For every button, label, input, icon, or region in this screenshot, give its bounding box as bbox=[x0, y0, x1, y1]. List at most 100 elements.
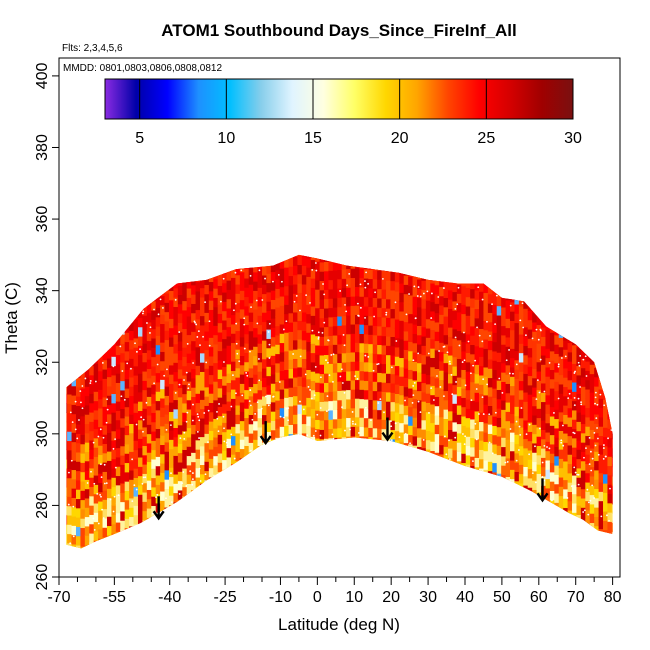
track-dot bbox=[112, 365, 115, 368]
heatmap-cell bbox=[89, 542, 101, 549]
track-dot bbox=[481, 340, 484, 343]
heatmap-cell bbox=[483, 273, 495, 284]
track-dot bbox=[351, 411, 354, 413]
track-dot bbox=[255, 299, 258, 302]
track-dot bbox=[149, 326, 152, 329]
track-dot bbox=[84, 377, 87, 380]
heatmap-cell bbox=[284, 434, 296, 445]
heatmap-cell bbox=[164, 506, 177, 517]
track-dot bbox=[408, 293, 410, 295]
track-dot bbox=[112, 510, 115, 513]
track-dot bbox=[153, 308, 155, 311]
track-dot bbox=[195, 323, 198, 326]
track-dot bbox=[342, 334, 345, 336]
heatmap-cell bbox=[377, 260, 389, 271]
track-dot bbox=[564, 355, 567, 358]
track-dot bbox=[316, 413, 319, 416]
track-dot bbox=[456, 303, 459, 306]
track-dot bbox=[572, 431, 575, 434]
track-dot bbox=[72, 505, 75, 508]
heatmap-cell bbox=[195, 486, 208, 497]
track-dot bbox=[100, 476, 103, 479]
track-dot bbox=[248, 400, 251, 403]
heatmap-cell bbox=[403, 265, 416, 276]
track-dot bbox=[560, 441, 563, 444]
heatmap-cell bbox=[501, 288, 513, 299]
heatmap-cell bbox=[98, 538, 110, 549]
track-dot bbox=[478, 413, 480, 415]
track-dot bbox=[326, 395, 329, 398]
track-dot bbox=[412, 394, 415, 397]
track-dot bbox=[357, 302, 359, 305]
track-dot bbox=[439, 386, 442, 388]
track-dot bbox=[256, 401, 259, 404]
marker-arrow bbox=[259, 421, 272, 446]
heatmap-cell bbox=[603, 380, 613, 391]
heatmap-cell bbox=[514, 285, 526, 296]
heatmap-cell bbox=[346, 254, 358, 260]
track-dot bbox=[404, 399, 406, 402]
track-dot bbox=[225, 441, 228, 444]
heatmap-cell bbox=[434, 266, 447, 276]
heatmap-cell bbox=[337, 254, 349, 261]
track-dot bbox=[234, 302, 237, 305]
track-dot bbox=[450, 373, 453, 376]
heatmap-cell bbox=[266, 254, 278, 265]
track-dot bbox=[131, 458, 134, 461]
track-dot bbox=[327, 409, 330, 411]
track-dot bbox=[292, 353, 295, 355]
track-dot bbox=[593, 497, 596, 499]
track-dot bbox=[519, 319, 522, 322]
heatmap-cell bbox=[222, 468, 234, 479]
track-dot bbox=[454, 336, 457, 339]
track-dot bbox=[330, 354, 333, 356]
track-dot bbox=[501, 391, 504, 394]
heatmap-cell bbox=[253, 254, 265, 264]
track-dot bbox=[106, 398, 109, 401]
track-dot bbox=[135, 423, 138, 426]
heatmap-cell bbox=[589, 354, 602, 365]
track-dot bbox=[254, 412, 257, 415]
track-dot bbox=[322, 283, 324, 285]
heatmap-cell bbox=[510, 283, 522, 294]
track-dot bbox=[409, 442, 411, 445]
track-dot bbox=[331, 433, 334, 436]
x-tick-label: 50 bbox=[493, 589, 511, 606]
track-dot bbox=[464, 384, 467, 387]
track-dot bbox=[534, 445, 536, 448]
track-dot bbox=[538, 427, 541, 430]
track-dot bbox=[419, 411, 422, 414]
track-dot bbox=[419, 295, 422, 298]
track-dot bbox=[463, 359, 466, 362]
track-dot bbox=[591, 457, 594, 460]
track-dot bbox=[135, 488, 138, 491]
track-dot bbox=[325, 359, 327, 362]
track-dot bbox=[121, 370, 124, 372]
track-dot bbox=[446, 351, 449, 354]
track-dot bbox=[394, 422, 397, 425]
heatmap-cell bbox=[257, 445, 270, 456]
heatmap-cell bbox=[386, 261, 398, 272]
arrows-layer bbox=[152, 417, 549, 521]
track-dot bbox=[202, 335, 204, 338]
heatmap-cell bbox=[603, 389, 613, 400]
track-dot bbox=[193, 320, 196, 323]
heatmap-cell bbox=[430, 264, 442, 275]
track-dot bbox=[390, 439, 393, 442]
track-dot bbox=[97, 522, 100, 525]
track-dot bbox=[230, 405, 233, 408]
heatmap-cell bbox=[288, 433, 301, 444]
colorbar-tick-label: 15 bbox=[304, 130, 322, 147]
heatmap-cell bbox=[368, 259, 380, 270]
track-dot bbox=[560, 439, 563, 442]
track-dot bbox=[74, 428, 77, 431]
track-dot bbox=[295, 294, 298, 297]
track-dot bbox=[538, 391, 541, 394]
track-dot bbox=[219, 300, 222, 303]
heatmap-cell bbox=[611, 503, 613, 514]
track-dot bbox=[208, 320, 211, 323]
track-dot bbox=[285, 407, 288, 410]
track-dot bbox=[69, 411, 72, 414]
track-dot bbox=[222, 415, 225, 418]
